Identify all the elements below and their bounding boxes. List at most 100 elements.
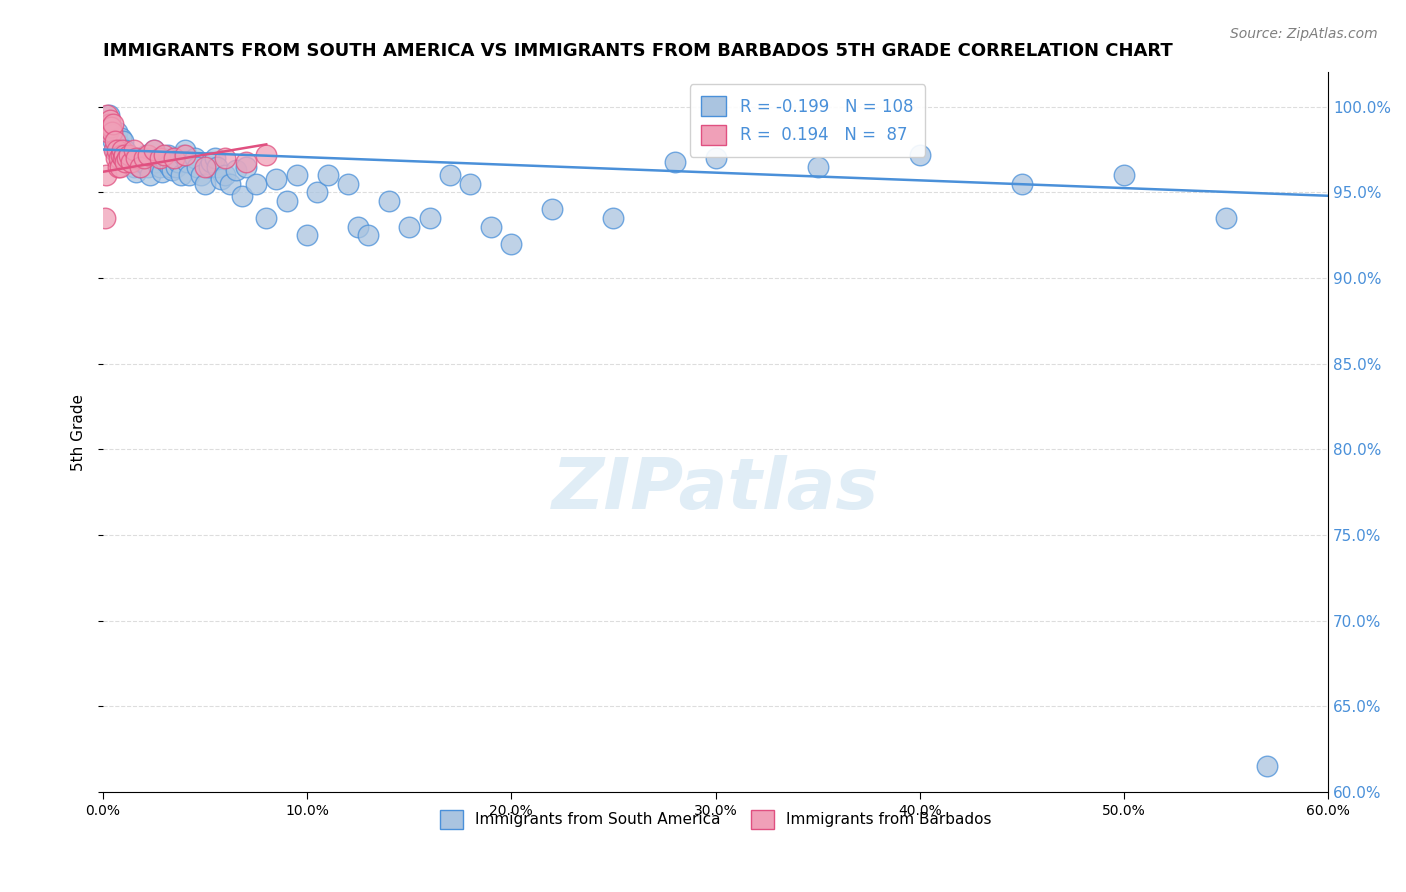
Point — [105, 151, 128, 165]
Point — [124, 151, 146, 165]
Point — [150, 165, 173, 179]
Point — [165, 160, 187, 174]
Point — [807, 160, 830, 174]
Point — [173, 143, 195, 157]
Point — [177, 168, 200, 182]
Point — [101, 134, 124, 148]
Point — [664, 154, 686, 169]
Point — [124, 165, 146, 179]
Point — [479, 219, 502, 234]
Point — [149, 151, 172, 165]
Point — [98, 117, 121, 131]
Point — [266, 171, 288, 186]
Point — [128, 160, 150, 174]
Point — [184, 151, 207, 165]
Y-axis label: 5th Grade: 5th Grade — [72, 393, 86, 471]
Point — [108, 137, 131, 152]
Point — [704, 151, 727, 165]
Point — [136, 160, 159, 174]
Point — [378, 194, 401, 208]
Point — [176, 154, 198, 169]
Point — [316, 168, 339, 182]
Point — [155, 154, 177, 169]
Point — [112, 147, 135, 161]
Point — [172, 147, 194, 161]
Point — [103, 143, 125, 157]
Point — [107, 160, 129, 174]
Point — [98, 108, 121, 122]
Point — [295, 228, 318, 243]
Point — [118, 147, 141, 161]
Point — [460, 177, 482, 191]
Point — [118, 151, 141, 165]
Point — [97, 125, 120, 139]
Point — [112, 151, 135, 165]
Point — [139, 168, 162, 182]
Text: IMMIGRANTS FROM SOUTH AMERICA VS IMMIGRANTS FROM BARBADOS 5TH GRADE CORRELATION : IMMIGRANTS FROM SOUTH AMERICA VS IMMIGRA… — [103, 42, 1173, 60]
Point — [114, 143, 136, 157]
Point — [1215, 211, 1237, 225]
Point — [162, 163, 184, 178]
Point — [143, 143, 166, 157]
Point — [121, 154, 143, 169]
Point — [398, 219, 420, 234]
Point — [167, 154, 190, 169]
Point — [501, 236, 523, 251]
Point — [132, 151, 155, 165]
Point — [105, 143, 128, 157]
Point — [602, 211, 624, 225]
Point — [163, 151, 186, 165]
Point — [307, 186, 329, 200]
Point — [108, 151, 131, 165]
Point — [163, 151, 186, 165]
Point — [94, 168, 117, 182]
Point — [439, 168, 461, 182]
Point — [132, 151, 155, 165]
Point — [146, 151, 169, 165]
Point — [1112, 168, 1135, 182]
Point — [198, 160, 221, 174]
Point — [235, 154, 257, 169]
Point — [128, 160, 150, 174]
Legend: Immigrants from South America, Immigrants from Barbados: Immigrants from South America, Immigrant… — [433, 804, 997, 835]
Point — [143, 143, 166, 157]
Point — [225, 163, 247, 178]
Point — [1256, 759, 1278, 773]
Point — [204, 151, 226, 165]
Point — [276, 194, 298, 208]
Point — [169, 168, 191, 182]
Point — [104, 134, 127, 148]
Point — [218, 177, 240, 191]
Point — [254, 147, 277, 161]
Point — [110, 130, 132, 145]
Point — [214, 168, 236, 182]
Point — [908, 147, 931, 161]
Point — [285, 168, 308, 182]
Point — [254, 211, 277, 225]
Point — [112, 134, 135, 148]
Point — [101, 117, 124, 131]
Point — [214, 151, 236, 165]
Point — [135, 147, 157, 161]
Point — [96, 108, 118, 122]
Point — [111, 143, 134, 157]
Point — [245, 177, 267, 191]
Point — [153, 151, 176, 165]
Point — [157, 147, 180, 161]
Point — [127, 151, 149, 165]
Point — [131, 154, 153, 169]
Point — [336, 177, 359, 191]
Point — [419, 211, 441, 225]
Point — [101, 125, 124, 139]
Point — [207, 160, 229, 174]
Point — [100, 120, 122, 135]
Point — [136, 147, 159, 161]
Point — [173, 147, 195, 161]
Point — [122, 143, 145, 157]
Point — [94, 211, 117, 225]
Point — [231, 188, 253, 202]
Point — [235, 160, 257, 174]
Point — [117, 147, 139, 161]
Point — [145, 154, 167, 169]
Point — [541, 202, 564, 217]
